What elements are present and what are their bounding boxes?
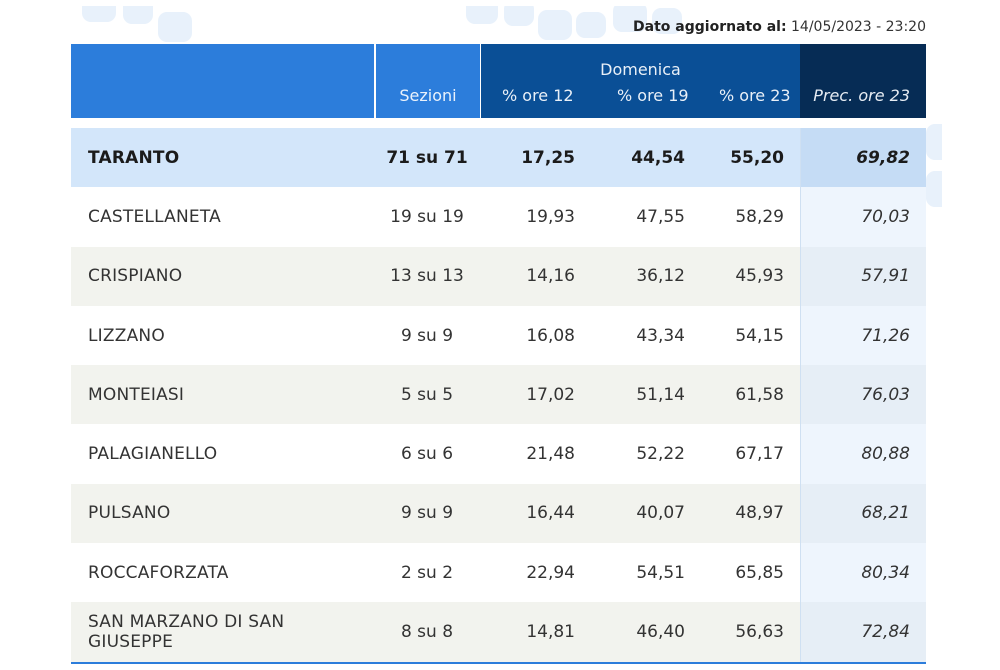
row-prec: 70,03 — [800, 187, 926, 247]
row-ore-12: 16,44 — [526, 503, 575, 524]
header-ore-19: % ore 19 — [617, 86, 689, 105]
row-sezioni: 9 su 9 — [400, 503, 454, 524]
table-header: Sezioni Domenica % ore 12 % ore 19 % ore… — [71, 44, 926, 118]
row-ore-12: 17,25 — [521, 147, 575, 168]
row-prec: 71,26 — [800, 305, 926, 366]
last-updated-label: Dato aggiornato al: — [633, 19, 787, 35]
row-ore-12: 21,48 — [526, 444, 575, 465]
row-comune: CASTELLANETA — [88, 206, 221, 227]
row-comune: LIZZANO — [88, 325, 165, 346]
table-row: SAN MARZANO DI SAN GIUSEPPE 8 su 8 14,81… — [71, 602, 926, 662]
row-sezioni: 2 su 2 — [400, 562, 454, 583]
table-row: PULSANO 9 su 9 16,44 40,07 48,97 68,21 — [71, 483, 926, 544]
row-ore-19: 52,22 — [636, 444, 685, 465]
row-comune: PULSANO — [88, 503, 171, 524]
last-updated-value: 14/05/2023 - 23:20 — [791, 19, 926, 35]
row-prec: 72,84 — [800, 602, 926, 662]
header-domenica: Domenica — [600, 60, 681, 79]
header-ore-12: % ore 12 — [502, 86, 574, 105]
row-ore-23: 45,93 — [735, 266, 784, 287]
row-ore-19: 51,14 — [636, 384, 685, 405]
row-sezioni: 19 su 19 — [390, 206, 464, 227]
row-comune: ROCCAFORZATA — [88, 562, 229, 583]
table-row: MONTEIASI 5 su 5 17,02 51,14 61,58 76,03 — [71, 365, 926, 425]
table-row: PALAGIANELLO 6 su 6 21,48 52,22 67,17 80… — [71, 424, 926, 484]
row-ore-12: 14,16 — [526, 266, 575, 287]
table-row: CASTELLANETA 19 su 19 19,93 47,55 58,29 … — [71, 187, 926, 247]
row-ore-23: 56,63 — [735, 622, 784, 643]
row-prec: 76,03 — [800, 365, 926, 425]
row-comune: TARANTO — [88, 147, 180, 168]
row-ore-23: 48,97 — [735, 503, 784, 524]
header-prec-ore-23: Prec. ore 23 — [813, 86, 910, 105]
row-comune: MONTEIASI — [88, 384, 185, 405]
row-ore-12: 17,02 — [526, 384, 575, 405]
row-ore-23: 55,20 — [730, 147, 784, 168]
turnout-table: Sezioni Domenica % ore 12 % ore 19 % ore… — [71, 44, 926, 664]
row-sezioni: 5 su 5 — [400, 384, 454, 405]
turnout-panel: Dato aggiornato al: 14/05/2023 - 23:20 S… — [68, 6, 942, 670]
header-comune-column — [71, 44, 374, 118]
row-prec: 80,88 — [800, 424, 926, 484]
row-sezioni: 13 su 13 — [390, 266, 464, 287]
row-ore-23: 54,15 — [735, 325, 784, 346]
table-row: LIZZANO 9 su 9 16,08 43,34 54,15 71,26 — [71, 305, 926, 366]
table-bottom-border — [71, 661, 926, 664]
row-prec: 68,21 — [800, 483, 926, 544]
row-ore-19: 36,12 — [636, 266, 685, 287]
row-ore-19: 40,07 — [636, 503, 685, 524]
row-ore-19: 46,40 — [636, 622, 685, 643]
table-row: ROCCAFORZATA 2 su 2 22,94 54,51 65,85 80… — [71, 543, 926, 603]
row-sezioni: 6 su 6 — [400, 444, 454, 465]
last-updated: Dato aggiornato al: 14/05/2023 - 23:20 — [633, 19, 926, 35]
row-ore-23: 61,58 — [735, 384, 784, 405]
header-sezioni-column: Sezioni — [374, 44, 480, 118]
row-ore-19: 54,51 — [636, 562, 685, 583]
row-comune: PALAGIANELLO — [88, 444, 218, 465]
row-prec: 80,34 — [800, 543, 926, 603]
row-sezioni: 9 su 9 — [400, 325, 454, 346]
row-comune: SAN MARZANO DI SAN GIUSEPPE — [88, 612, 285, 653]
row-prec: 57,91 — [800, 246, 926, 306]
row-sezioni: 8 su 8 — [400, 622, 454, 643]
row-ore-23: 58,29 — [735, 206, 784, 227]
row-ore-12: 16,08 — [526, 325, 575, 346]
header-sezioni: Sezioni — [399, 86, 457, 105]
row-ore-19: 43,34 — [636, 325, 685, 346]
row-sezioni: 71 su 71 — [386, 147, 468, 168]
header-domenica-group: Domenica % ore 12 % ore 19 % ore 23 — [480, 44, 800, 118]
row-comune: CRISPIANO — [88, 266, 183, 287]
row-ore-12: 19,93 — [526, 206, 575, 227]
row-ore-23: 67,17 — [735, 444, 784, 465]
row-ore-12: 22,94 — [526, 562, 575, 583]
table-row: TARANTO 71 su 71 17,25 44,54 55,20 69,82 — [71, 128, 926, 188]
row-ore-19: 44,54 — [631, 147, 685, 168]
header-prec-column: Prec. ore 23 — [800, 44, 926, 118]
row-ore-12: 14,81 — [526, 622, 575, 643]
header-ore-23: % ore 23 — [719, 86, 791, 105]
table-row: CRISPIANO 13 su 13 14,16 36,12 45,93 57,… — [71, 246, 926, 306]
row-ore-23: 65,85 — [735, 562, 784, 583]
row-ore-19: 47,55 — [636, 206, 685, 227]
row-prec: 69,82 — [800, 128, 926, 188]
